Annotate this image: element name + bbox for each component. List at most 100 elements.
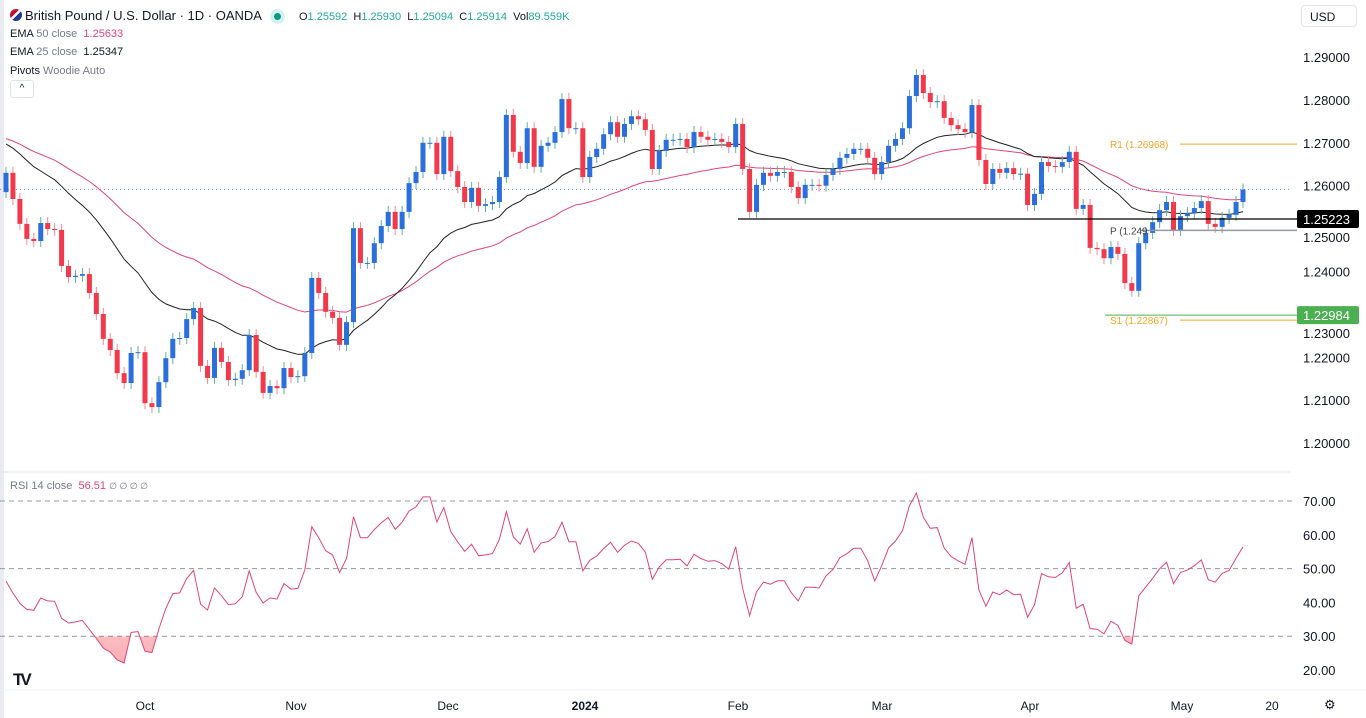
candle-body <box>1025 173 1031 206</box>
candle-body <box>538 145 544 167</box>
candle-body <box>1052 165 1058 167</box>
candle-body <box>816 184 822 186</box>
rsi-tick-label: 50.00 <box>1303 562 1336 577</box>
candle-body <box>52 229 58 231</box>
candle-body <box>309 277 315 354</box>
candle-body <box>872 157 878 175</box>
time-tick-label: Apr <box>1021 699 1040 713</box>
candle-body <box>350 228 356 323</box>
price-label-1-22984-box <box>1297 306 1359 325</box>
tradingview-logo: TV <box>13 670 32 689</box>
ema50-legend[interactable]: EMA 50 close 1.25633 <box>10 28 124 40</box>
candle-body <box>107 338 113 351</box>
candle-body <box>879 162 885 175</box>
time-tick-label: 20 <box>1265 699 1279 713</box>
rsi-line <box>5 491 1244 664</box>
candle-body <box>1115 247 1121 254</box>
candle-body <box>476 187 482 206</box>
candle-body <box>809 184 815 186</box>
candle-body <box>503 114 509 178</box>
candle-body <box>406 183 412 212</box>
rsi-tick-label: 40.00 <box>1303 595 1336 610</box>
rsi-tick-label: 70.00 <box>1303 494 1336 509</box>
candle-body <box>531 128 537 167</box>
candle-body <box>1240 189 1246 203</box>
time-tick-label: Nov <box>285 699 306 713</box>
candle-body <box>580 128 586 178</box>
candle-body <box>427 142 433 144</box>
pivots-legend[interactable]: Pivots Woodie Auto <box>10 65 106 77</box>
symbol-legend[interactable]: British Pound / U.S. Dollar · 1D · OANDA… <box>10 8 569 23</box>
candle-body <box>913 75 919 97</box>
candle-body <box>1018 173 1024 175</box>
time-tick-label: Mar <box>872 699 893 713</box>
candle-body <box>1219 217 1225 227</box>
ema25-legend[interactable]: EMA 25 close 1.25347 <box>10 46 124 58</box>
candle-body <box>997 168 1003 173</box>
candle-body <box>31 238 37 242</box>
candle-body <box>72 275 78 278</box>
candle-body <box>517 151 523 163</box>
candle-body <box>601 134 607 149</box>
candle-body <box>93 292 99 314</box>
price-tick-label: 1.20000 <box>1303 436 1350 451</box>
candle-body <box>1004 168 1010 173</box>
candle-body <box>232 378 238 381</box>
candle-body <box>608 122 614 135</box>
currency-select[interactable]: USD <box>1301 5 1357 27</box>
price-tick-label: 1.27000 <box>1303 136 1350 151</box>
market-status-icon <box>273 12 281 20</box>
candle-body <box>559 99 565 133</box>
rsi-legend[interactable]: RSI 14 close 56.51 ∅ ∅ ∅ ∅ <box>10 480 148 492</box>
candle-body <box>170 338 176 359</box>
ema25-line <box>5 131 1244 355</box>
candle-body <box>1080 205 1086 209</box>
candle-body <box>955 125 961 130</box>
chevron-up-icon[interactable]: ^ <box>10 80 34 98</box>
candle-body <box>858 148 864 150</box>
candle-body <box>642 119 648 130</box>
left-border <box>0 0 4 718</box>
candle-body <box>100 313 106 339</box>
candle-body <box>79 274 85 276</box>
candle-body <box>399 211 405 230</box>
candle-body <box>733 123 739 148</box>
candle-body <box>920 75 926 94</box>
candle-body <box>177 337 183 339</box>
candle-body <box>1108 247 1114 259</box>
candle-body <box>156 382 162 408</box>
candle-body <box>1143 232 1149 244</box>
candle-body <box>462 186 468 203</box>
candle-body <box>1087 205 1093 248</box>
price-label-1-25223-box <box>1297 210 1359 229</box>
candle-body <box>239 370 245 379</box>
candle-body <box>615 122 621 137</box>
candle-body <box>413 171 419 184</box>
candle-body <box>663 139 669 151</box>
price-tick-label: 1.21000 <box>1303 393 1350 408</box>
candle-body <box>281 368 287 389</box>
candle-body <box>656 150 662 169</box>
candle-body <box>705 136 711 140</box>
price-label-1-25223: 1.25223 <box>1303 212 1350 227</box>
time-tick-label: Dec <box>437 699 458 713</box>
candle-body <box>371 243 377 263</box>
candle-body <box>760 172 766 185</box>
candle-body <box>483 204 489 206</box>
candle-body <box>323 292 329 312</box>
candle-body <box>691 132 697 148</box>
candle-body <box>1122 253 1128 284</box>
candle-body <box>649 129 655 169</box>
candle-body <box>594 148 600 157</box>
candle-body <box>469 187 475 203</box>
candle-body <box>86 274 92 293</box>
candle-body <box>767 172 773 176</box>
candle-body <box>316 277 322 293</box>
candle-body <box>774 171 780 176</box>
gear-icon[interactable]: ⚙ <box>1324 697 1336 712</box>
candle-body <box>17 198 23 224</box>
candle-body <box>802 184 808 199</box>
candle-body <box>184 319 190 338</box>
candle-body <box>1150 222 1156 233</box>
